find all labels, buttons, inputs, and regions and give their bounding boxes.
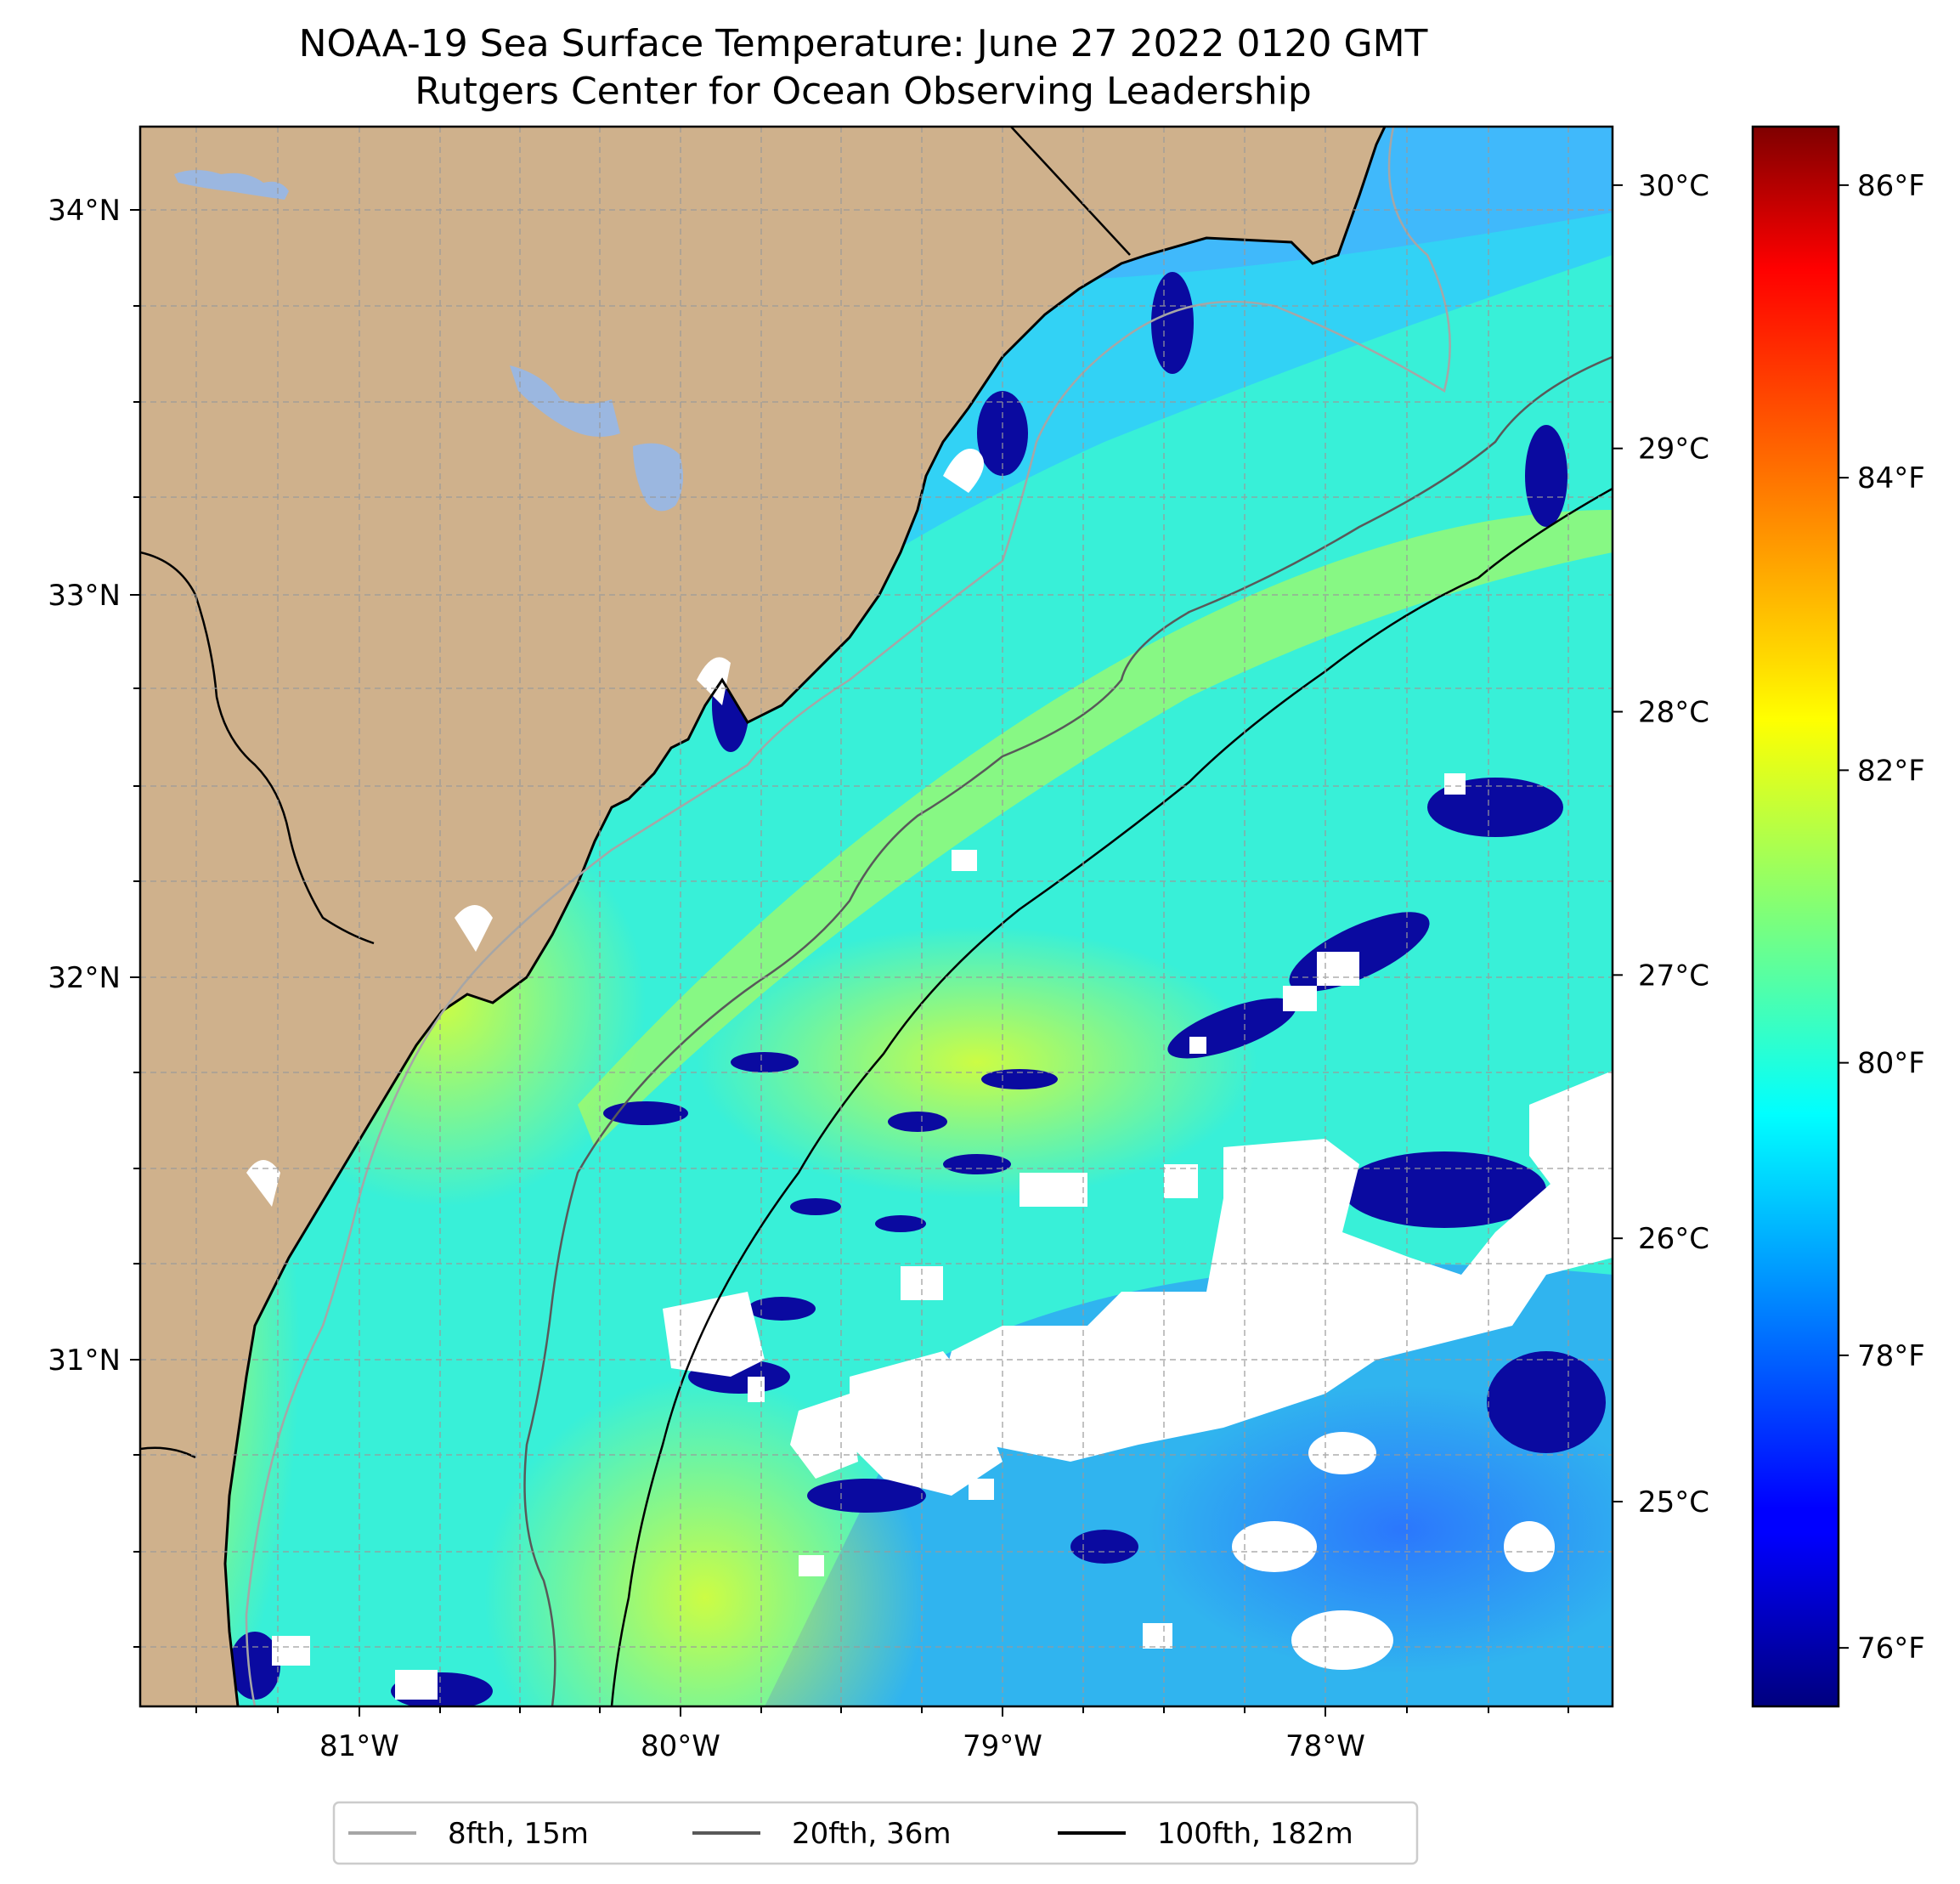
map-subtitle: Rutgers Center for Ocean Observing Leade… bbox=[415, 70, 1312, 113]
fahrenheit-tick-label: 76°F bbox=[1857, 1632, 1925, 1666]
estuary-south bbox=[246, 1160, 280, 1207]
colorbar-celsius-axis: 30°C 29°C 28°C 27°C 26°C 25°C bbox=[1613, 169, 1709, 1519]
legend-label-20fth: 20fth, 36m bbox=[792, 1817, 952, 1851]
celsius-tick-label: 27°C bbox=[1638, 959, 1709, 993]
map-panel bbox=[140, 127, 1613, 1706]
celsius-tick-label: 28°C bbox=[1638, 696, 1709, 730]
state-border-ga-fl bbox=[140, 1446, 196, 1459]
fahrenheit-tick-label: 84°F bbox=[1857, 461, 1925, 495]
isobath-8fth bbox=[245, 127, 1451, 1706]
isobath-legend: 8fth, 15m 20fth, 36m 100fth, 182m bbox=[332, 1801, 1419, 1865]
isobath-100fth bbox=[610, 487, 1613, 1706]
fahrenheit-tick-label: 82°F bbox=[1857, 754, 1925, 788]
map-frame bbox=[138, 125, 1614, 1708]
sst-warm-mid bbox=[697, 926, 1257, 1198]
coastline bbox=[223, 127, 1387, 1706]
map-gridlines bbox=[140, 127, 1613, 1706]
map-title: NOAA-19 Sea Surface Temperature: June 27… bbox=[299, 22, 1428, 65]
lat-label-34n: 34°N bbox=[48, 194, 121, 228]
lake-north bbox=[174, 170, 289, 200]
sst-cool-patch bbox=[1147, 1385, 1613, 1674]
lon-label-79w: 79°W bbox=[963, 1729, 1042, 1763]
colorbar-fahrenheit-axis: 86°F 84°F 82°F 80°F 78°F 76°F bbox=[1839, 169, 1925, 1666]
estuary-winyah bbox=[943, 449, 984, 493]
lat-label-33n: 33°N bbox=[48, 579, 121, 613]
axis-tick-marks bbox=[130, 209, 1569, 1717]
legend-label-8fth: 8fth, 15m bbox=[448, 1817, 589, 1851]
legend-box bbox=[332, 1801, 1419, 1865]
celsius-tick-label: 29°C bbox=[1638, 433, 1709, 467]
celsius-tick-label: 30°C bbox=[1638, 169, 1709, 203]
legend-label-100fth: 100fth, 182m bbox=[1157, 1817, 1353, 1851]
fahrenheit-tick-label: 86°F bbox=[1857, 169, 1925, 203]
lat-label-32n: 32°N bbox=[48, 961, 121, 995]
lake-marion bbox=[510, 365, 620, 437]
land-area bbox=[140, 127, 1385, 1706]
estuary-charleston bbox=[455, 905, 493, 952]
lon-label-78w: 78°W bbox=[1285, 1729, 1365, 1763]
lat-label-31n: 31°N bbox=[48, 1344, 121, 1378]
state-border-nc-sc bbox=[1010, 127, 1131, 256]
lake-moultrie bbox=[633, 443, 683, 512]
celsius-tick-label: 25°C bbox=[1638, 1485, 1709, 1519]
isobath-20fth bbox=[523, 355, 1613, 1706]
sst-warm-band bbox=[578, 510, 1613, 1147]
fahrenheit-tick-label: 78°F bbox=[1857, 1339, 1925, 1373]
estuary-north-santee bbox=[697, 657, 731, 705]
lon-label-80w: 80°W bbox=[641, 1729, 720, 1763]
fahrenheit-tick-label: 80°F bbox=[1857, 1047, 1925, 1081]
cold-streaks bbox=[229, 272, 1606, 1706]
celsius-tick-label: 26°C bbox=[1638, 1222, 1709, 1256]
lon-label-81w: 81°W bbox=[319, 1729, 399, 1763]
colorbar bbox=[1751, 125, 1840, 1708]
